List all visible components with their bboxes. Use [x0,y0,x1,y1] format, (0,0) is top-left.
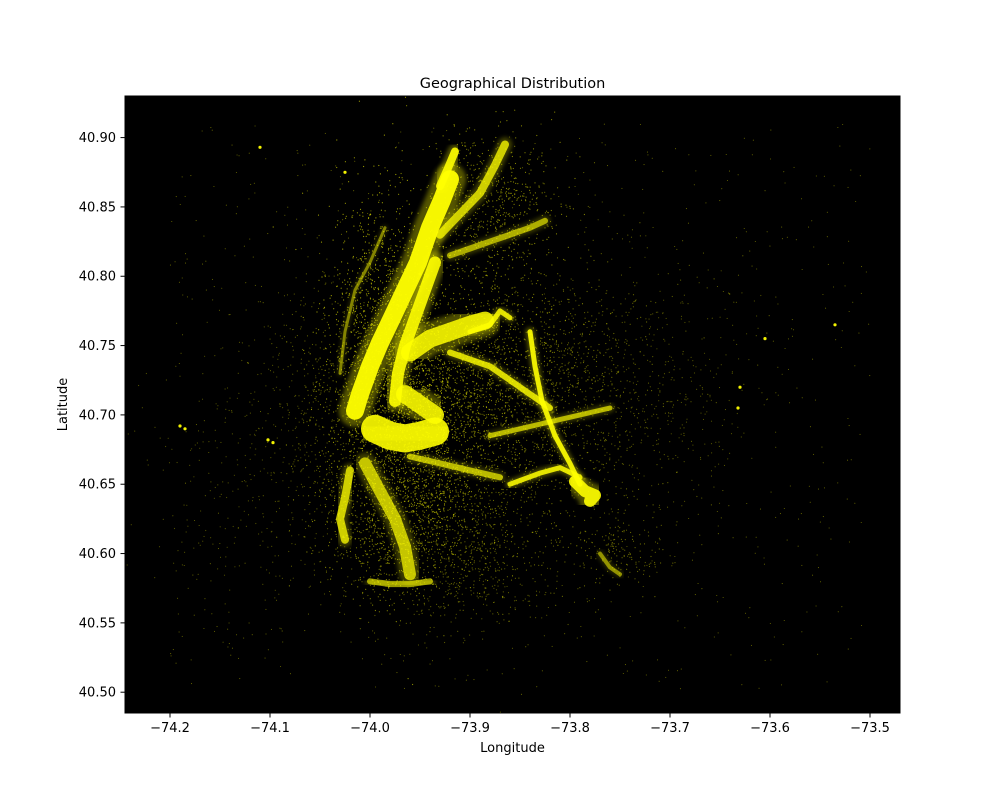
density-line-hudson-west [338,226,387,375]
density-line-jamaica-ave [487,405,613,439]
chart-title: Geographical Distribution [420,76,606,92]
y-tick-label: 40.90 [79,131,116,146]
x-tick-label: −73.6 [750,721,790,736]
plot-frame [124,95,901,714]
scatter-point [266,438,270,442]
x-tick-label: −74.2 [150,721,190,736]
scatter-point [183,427,187,431]
density-line-manhattan-tip [436,147,459,191]
density-line-brooklyn-core [361,414,449,453]
density-line-coney [367,578,433,588]
scatter-cluster-2 [276,393,559,637]
density-line-manhattan [346,170,459,420]
scatter-point [343,170,347,174]
density-line-jfk [569,475,601,507]
x-axis-label: Longitude [480,741,545,756]
y-tick-label: 40.50 [79,686,116,701]
density-line-rockaway [598,551,622,577]
density-line-eastern-pkwy [407,453,503,481]
y-tick-label: 40.80 [79,270,116,285]
scatter-cluster-10 [313,510,586,660]
y-tick-label: 40.60 [79,547,116,562]
density-line-manhattan-east [389,256,441,407]
x-axis-ticks: −74.2 −74.1 −74.0 −73.9 −73.8 −73.7 −73.6 −73.5 [150,713,890,736]
plot-area [125,96,900,713]
scatter-point [736,406,740,410]
scatter-point [833,323,837,327]
scatter-point [258,145,262,149]
scatter-points [126,96,871,713]
scatter-point [271,441,275,445]
x-tick-label: −73.7 [650,721,690,736]
x-tick-label: −74.0 [350,721,390,736]
y-axis-label: Latitude [56,378,71,432]
y-axis-ticks: 40.50 40.55 40.60 40.65 40.70 40.75 40.80 40.85… [79,131,125,701]
scatter-point [763,337,767,341]
y-tick-label: 40.75 [79,339,116,354]
density-line-expressway-lga [467,308,513,335]
y-tick-label: 40.55 [79,616,116,631]
y-tick-label: 40.65 [79,478,116,493]
y-tick-label: 40.85 [79,200,116,215]
x-tick-label: −74.1 [250,721,290,736]
x-tick-label: −73.5 [850,721,890,736]
density-line-brooklyn-north [396,385,444,424]
x-tick-label: −73.9 [450,721,490,736]
scatter-point [738,385,742,389]
scatter-point [178,424,182,428]
x-tick-label: −73.8 [550,721,590,736]
density-glow-hudson-west [337,224,388,376]
y-tick-label: 40.70 [79,408,116,423]
density-line-bay-ridge [336,466,354,544]
